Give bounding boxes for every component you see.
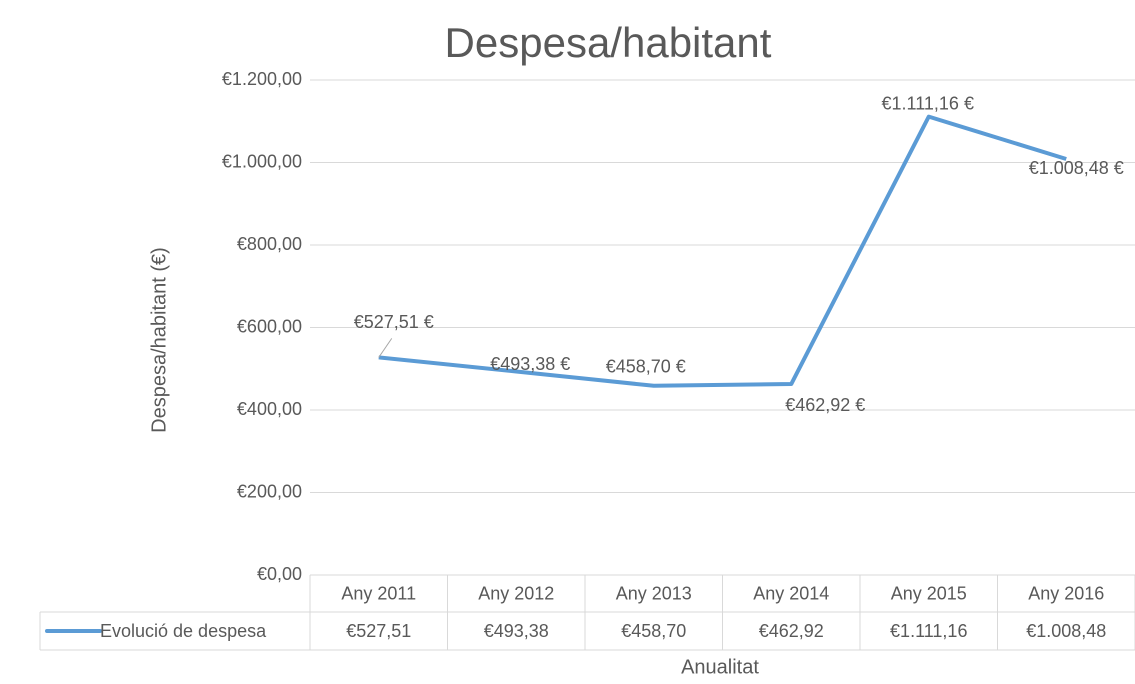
x-tick-label: Any 2013 xyxy=(616,583,692,603)
legend-label: Evolució de despesa xyxy=(100,621,267,641)
table-value: €493,38 xyxy=(484,621,549,641)
y-tick-label: €0,00 xyxy=(257,564,302,584)
data-label: €1.008,48 € xyxy=(1029,158,1124,178)
x-tick-label: Any 2016 xyxy=(1028,583,1104,603)
data-label: €493,38 € xyxy=(490,354,570,374)
y-axis-title: Despesa/habitant (€) xyxy=(148,247,170,433)
chart-title: Despesa/habitant xyxy=(445,19,772,66)
x-tick-label: Any 2012 xyxy=(478,583,554,603)
y-tick-label: €800,00 xyxy=(237,234,302,254)
y-tick-label: €1.000,00 xyxy=(222,151,302,171)
data-line xyxy=(378,114,1067,388)
data-label: €462,92 € xyxy=(785,395,865,415)
y-tick-label: €200,00 xyxy=(237,481,302,501)
x-axis-title: Anualitat xyxy=(681,656,759,678)
y-tick-label: €400,00 xyxy=(237,399,302,419)
table-value: €462,92 xyxy=(759,621,824,641)
data-label: €1.111,16 € xyxy=(882,93,974,113)
table-value: €527,51 xyxy=(346,621,411,641)
x-tick-label: Any 2011 xyxy=(341,583,416,603)
x-tick-label: Any 2014 xyxy=(753,583,829,603)
x-tick-label: Any 2015 xyxy=(891,583,967,603)
table-value: €458,70 xyxy=(621,621,686,641)
leader-line xyxy=(378,338,393,358)
data-label: €458,70 € xyxy=(606,357,686,377)
data-label: €527,51 € xyxy=(354,312,434,332)
y-tick-label: €600,00 xyxy=(237,316,302,336)
y-tick-label: €1.200,00 xyxy=(222,69,302,89)
table-value: €1.008,48 xyxy=(1026,621,1106,641)
table-value: €1.111,16 xyxy=(890,621,967,641)
